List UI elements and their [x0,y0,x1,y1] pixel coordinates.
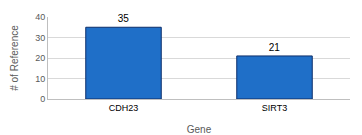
svg-text:SIRT3: SIRT3 [262,103,287,113]
svg-text:CDH23: CDH23 [109,103,139,113]
svg-text:30: 30 [35,33,45,43]
svg-text:20: 20 [35,53,45,63]
svg-text:40: 40 [35,12,45,22]
svg-text:0: 0 [40,94,45,104]
svg-text:35: 35 [118,13,130,24]
svg-text:# of Reference: # of Reference [9,25,20,91]
svg-text:Gene: Gene [187,124,212,135]
svg-text:21: 21 [269,42,281,53]
svg-text:10: 10 [35,74,45,84]
